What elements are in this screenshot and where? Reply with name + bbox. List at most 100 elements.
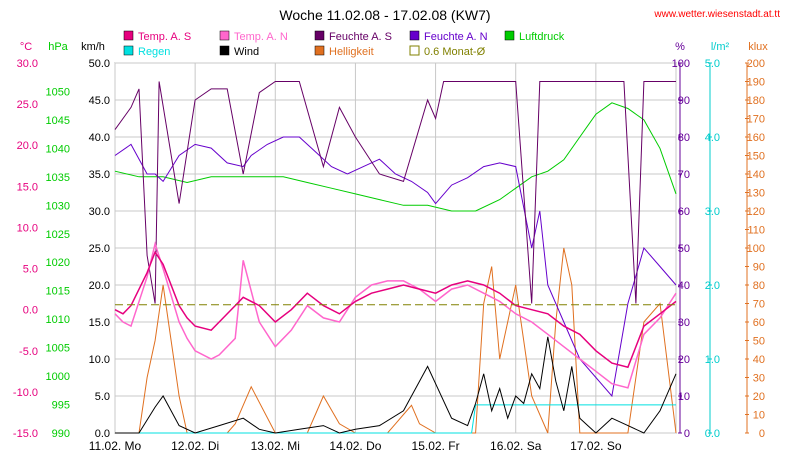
axis-tick-hum: 90 — [678, 95, 690, 107]
legend-item: Feuchte A. N — [409, 30, 488, 43]
axis-tick-hum: 70 — [678, 169, 690, 181]
axis-tick-temp: 25.0 — [17, 99, 38, 111]
axis-tick-wind: 20.0 — [89, 280, 110, 292]
axis-tick-wind: 35.0 — [89, 169, 110, 181]
axis-tick-rain: 3.0 — [705, 206, 720, 218]
series-line-temp-a-n — [114, 241, 677, 389]
legend-swatch — [314, 30, 325, 41]
axis-tick-lux: 110 — [747, 225, 765, 237]
axis-tick-lux: 60 — [753, 317, 765, 329]
axis-unit-temp: °C — [20, 41, 32, 53]
axis-tick-press: 1050 — [46, 86, 70, 98]
legend-label: Feuchte A. N — [424, 31, 488, 43]
axis-tick-hum: 20 — [678, 354, 690, 366]
axis-tick-hum: 40 — [678, 280, 690, 292]
axis-tick-lux: 40 — [753, 354, 765, 366]
axis-tick-hum: 60 — [678, 206, 690, 218]
axis-tick-lux: 140 — [747, 169, 765, 181]
axis-tick-wind: 45.0 — [89, 95, 110, 107]
axis-tick-press: 1000 — [46, 371, 70, 383]
legend-swatch — [314, 45, 325, 56]
axis-tick-lux: 130 — [747, 188, 765, 200]
axis-unit-wind: km/h — [81, 41, 105, 53]
legend-label: Regen — [138, 46, 170, 58]
legend-label: Wind — [234, 46, 259, 58]
axes: 11.02. Mo 12.02. Di 13.02. Mi 14.02. Do 15.0… — [13, 41, 768, 453]
axis-tick-wind: 40.0 — [89, 132, 110, 144]
axis-tick-press: 1020 — [46, 257, 70, 269]
axis-tick-lux: 150 — [747, 151, 765, 163]
axis-tick-press: 1035 — [46, 172, 70, 184]
axis-tick-lux: 80 — [753, 280, 765, 292]
axis-tick-press: 1005 — [46, 343, 70, 355]
axis-tick-lux: 30 — [753, 373, 765, 385]
series-line-regen — [115, 404, 676, 434]
axis-tick-temp: 20.0 — [17, 140, 38, 152]
legend-label: 0.6 Monat-Ø — [424, 46, 486, 58]
axis-tick-wind: 15.0 — [89, 317, 110, 329]
axis-tick-lux: 160 — [747, 132, 765, 144]
axis-unit-hum: % — [675, 41, 685, 53]
axis-tick-lux: 170 — [747, 114, 765, 126]
axis-tick-wind: 0.0 — [95, 428, 110, 440]
axis-tick-press: 1025 — [46, 229, 70, 241]
axis-tick-lux: 0 — [759, 428, 765, 440]
axis-tick-rain: 0.0 — [705, 428, 720, 440]
axis-tick-wind: 50.0 — [89, 58, 110, 70]
legend-item: Regen — [123, 45, 170, 58]
axis-tick-rain: 2.0 — [705, 280, 720, 292]
axis-tick-lux: 90 — [753, 262, 765, 274]
axis-tick-temp: 30.0 — [17, 58, 38, 70]
legend-item: 0.6 Monat-Ø — [409, 45, 486, 58]
axis-tick-press: 1030 — [46, 200, 70, 212]
axis-tick-hum: 80 — [678, 132, 690, 144]
axis-tick-press: 1040 — [46, 143, 70, 155]
legend-swatch — [123, 30, 134, 41]
axis-tick-lux: 200 — [747, 58, 765, 70]
legend-label: Temp. A. S — [138, 31, 191, 43]
axis-tick-lux: 20 — [753, 391, 765, 403]
x-tick-label: 15.02. Fr — [412, 439, 460, 453]
axis-tick-temp: -10.0 — [13, 387, 38, 399]
axis-tick-rain: 4.0 — [705, 132, 720, 144]
x-tick-label: 17.02. So — [570, 439, 622, 453]
axis-tick-press: 990 — [52, 428, 70, 440]
axis-unit-press: hPa — [48, 41, 68, 53]
series-line-luftdruck — [114, 102, 677, 212]
axis-tick-hum: 10 — [678, 391, 690, 403]
axis-tick-wind: 25.0 — [89, 243, 110, 255]
axis-tick-temp: 5.0 — [23, 264, 38, 276]
series-line-wind — [115, 336, 677, 434]
axis-tick-hum: 50 — [678, 243, 690, 255]
axis-tick-temp: 0.0 — [23, 305, 38, 317]
legend-item: Wind — [219, 45, 259, 58]
axis-tick-wind: 30.0 — [89, 206, 110, 218]
legend-swatch — [219, 45, 230, 56]
legend-swatch — [504, 30, 515, 41]
axis-unit-lux: klux — [748, 41, 768, 53]
legend-swatch — [219, 30, 230, 41]
x-tick-label: 11.02. Mo — [89, 439, 142, 453]
x-tick-label: 12.02. Di — [171, 439, 219, 453]
legend-label: Feuchte A. S — [329, 31, 392, 43]
legend-label: Luftdruck — [519, 31, 565, 43]
axis-tick-lux: 190 — [747, 77, 765, 89]
legend-item: Temp. A. N — [219, 30, 288, 43]
x-tick-label: 14.02. Do — [329, 439, 381, 453]
axis-tick-hum: 0 — [684, 428, 690, 440]
axis-tick-temp: 10.0 — [17, 222, 38, 234]
legend-swatch — [409, 45, 420, 56]
axis-tick-rain: 5.0 — [705, 58, 720, 70]
source-url[interactable]: www.wetter.wiesenstadt.at.tt — [653, 9, 780, 20]
axis-tick-lux: 100 — [747, 243, 765, 255]
axis-tick-press: 1015 — [46, 286, 70, 298]
legend-label: Temp. A. N — [234, 31, 288, 43]
axis-tick-lux: 180 — [747, 95, 765, 107]
axis-tick-rain: 1.0 — [705, 354, 720, 366]
series-line-feuchte-a-n — [114, 136, 677, 398]
axis-tick-wind: 5.0 — [95, 391, 110, 403]
axis-tick-lux: 120 — [747, 206, 765, 218]
series-line-temp-a-s — [114, 250, 677, 369]
x-tick-label: 13.02. Mi — [251, 439, 300, 453]
